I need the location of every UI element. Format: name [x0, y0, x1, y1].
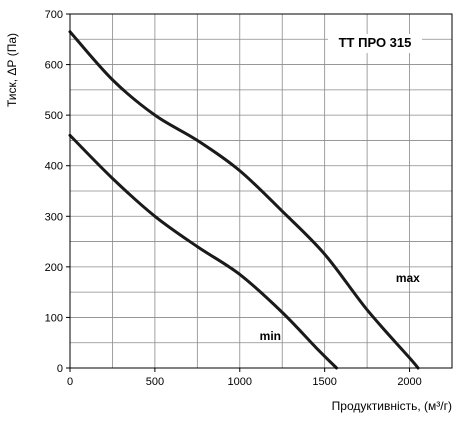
y-axis-label: Тиск, ΔР (Па): [5, 33, 19, 107]
y-tick-label: 100: [45, 312, 63, 324]
y-tick-label: 400: [45, 161, 63, 173]
y-tick-label: 600: [45, 60, 63, 72]
curve-label-min: min: [260, 329, 281, 343]
grid: [70, 14, 452, 368]
x-tick-label: 500: [146, 376, 164, 388]
chart-title-background: [328, 34, 422, 53]
x-tick-label: 2000: [397, 376, 421, 388]
curve-min: [68, 133, 339, 370]
curve-max: [68, 30, 420, 370]
y-tick-label: 300: [45, 211, 63, 223]
curves: [68, 30, 420, 370]
x-tick-label: 0: [67, 376, 73, 388]
chart-title: ТТ ПРО 315: [339, 35, 412, 50]
x-axis-label: Продуктивність, (м³/г): [332, 399, 452, 413]
x-tick-label: 1000: [228, 376, 252, 388]
x-tick-label: 1500: [312, 376, 336, 388]
y-tick-label: 700: [45, 9, 63, 21]
y-tick-label: 200: [45, 262, 63, 274]
tick-labels: 0 500 1000 1500 2000 0 100 200 300 400 500 600 700: [45, 9, 422, 388]
y-tick-label: 0: [57, 363, 63, 375]
y-tick-label: 500: [45, 110, 63, 122]
curve-label-max: max: [396, 271, 420, 285]
curve-labels: max min: [260, 271, 421, 343]
plot-frame: [69, 13, 453, 369]
